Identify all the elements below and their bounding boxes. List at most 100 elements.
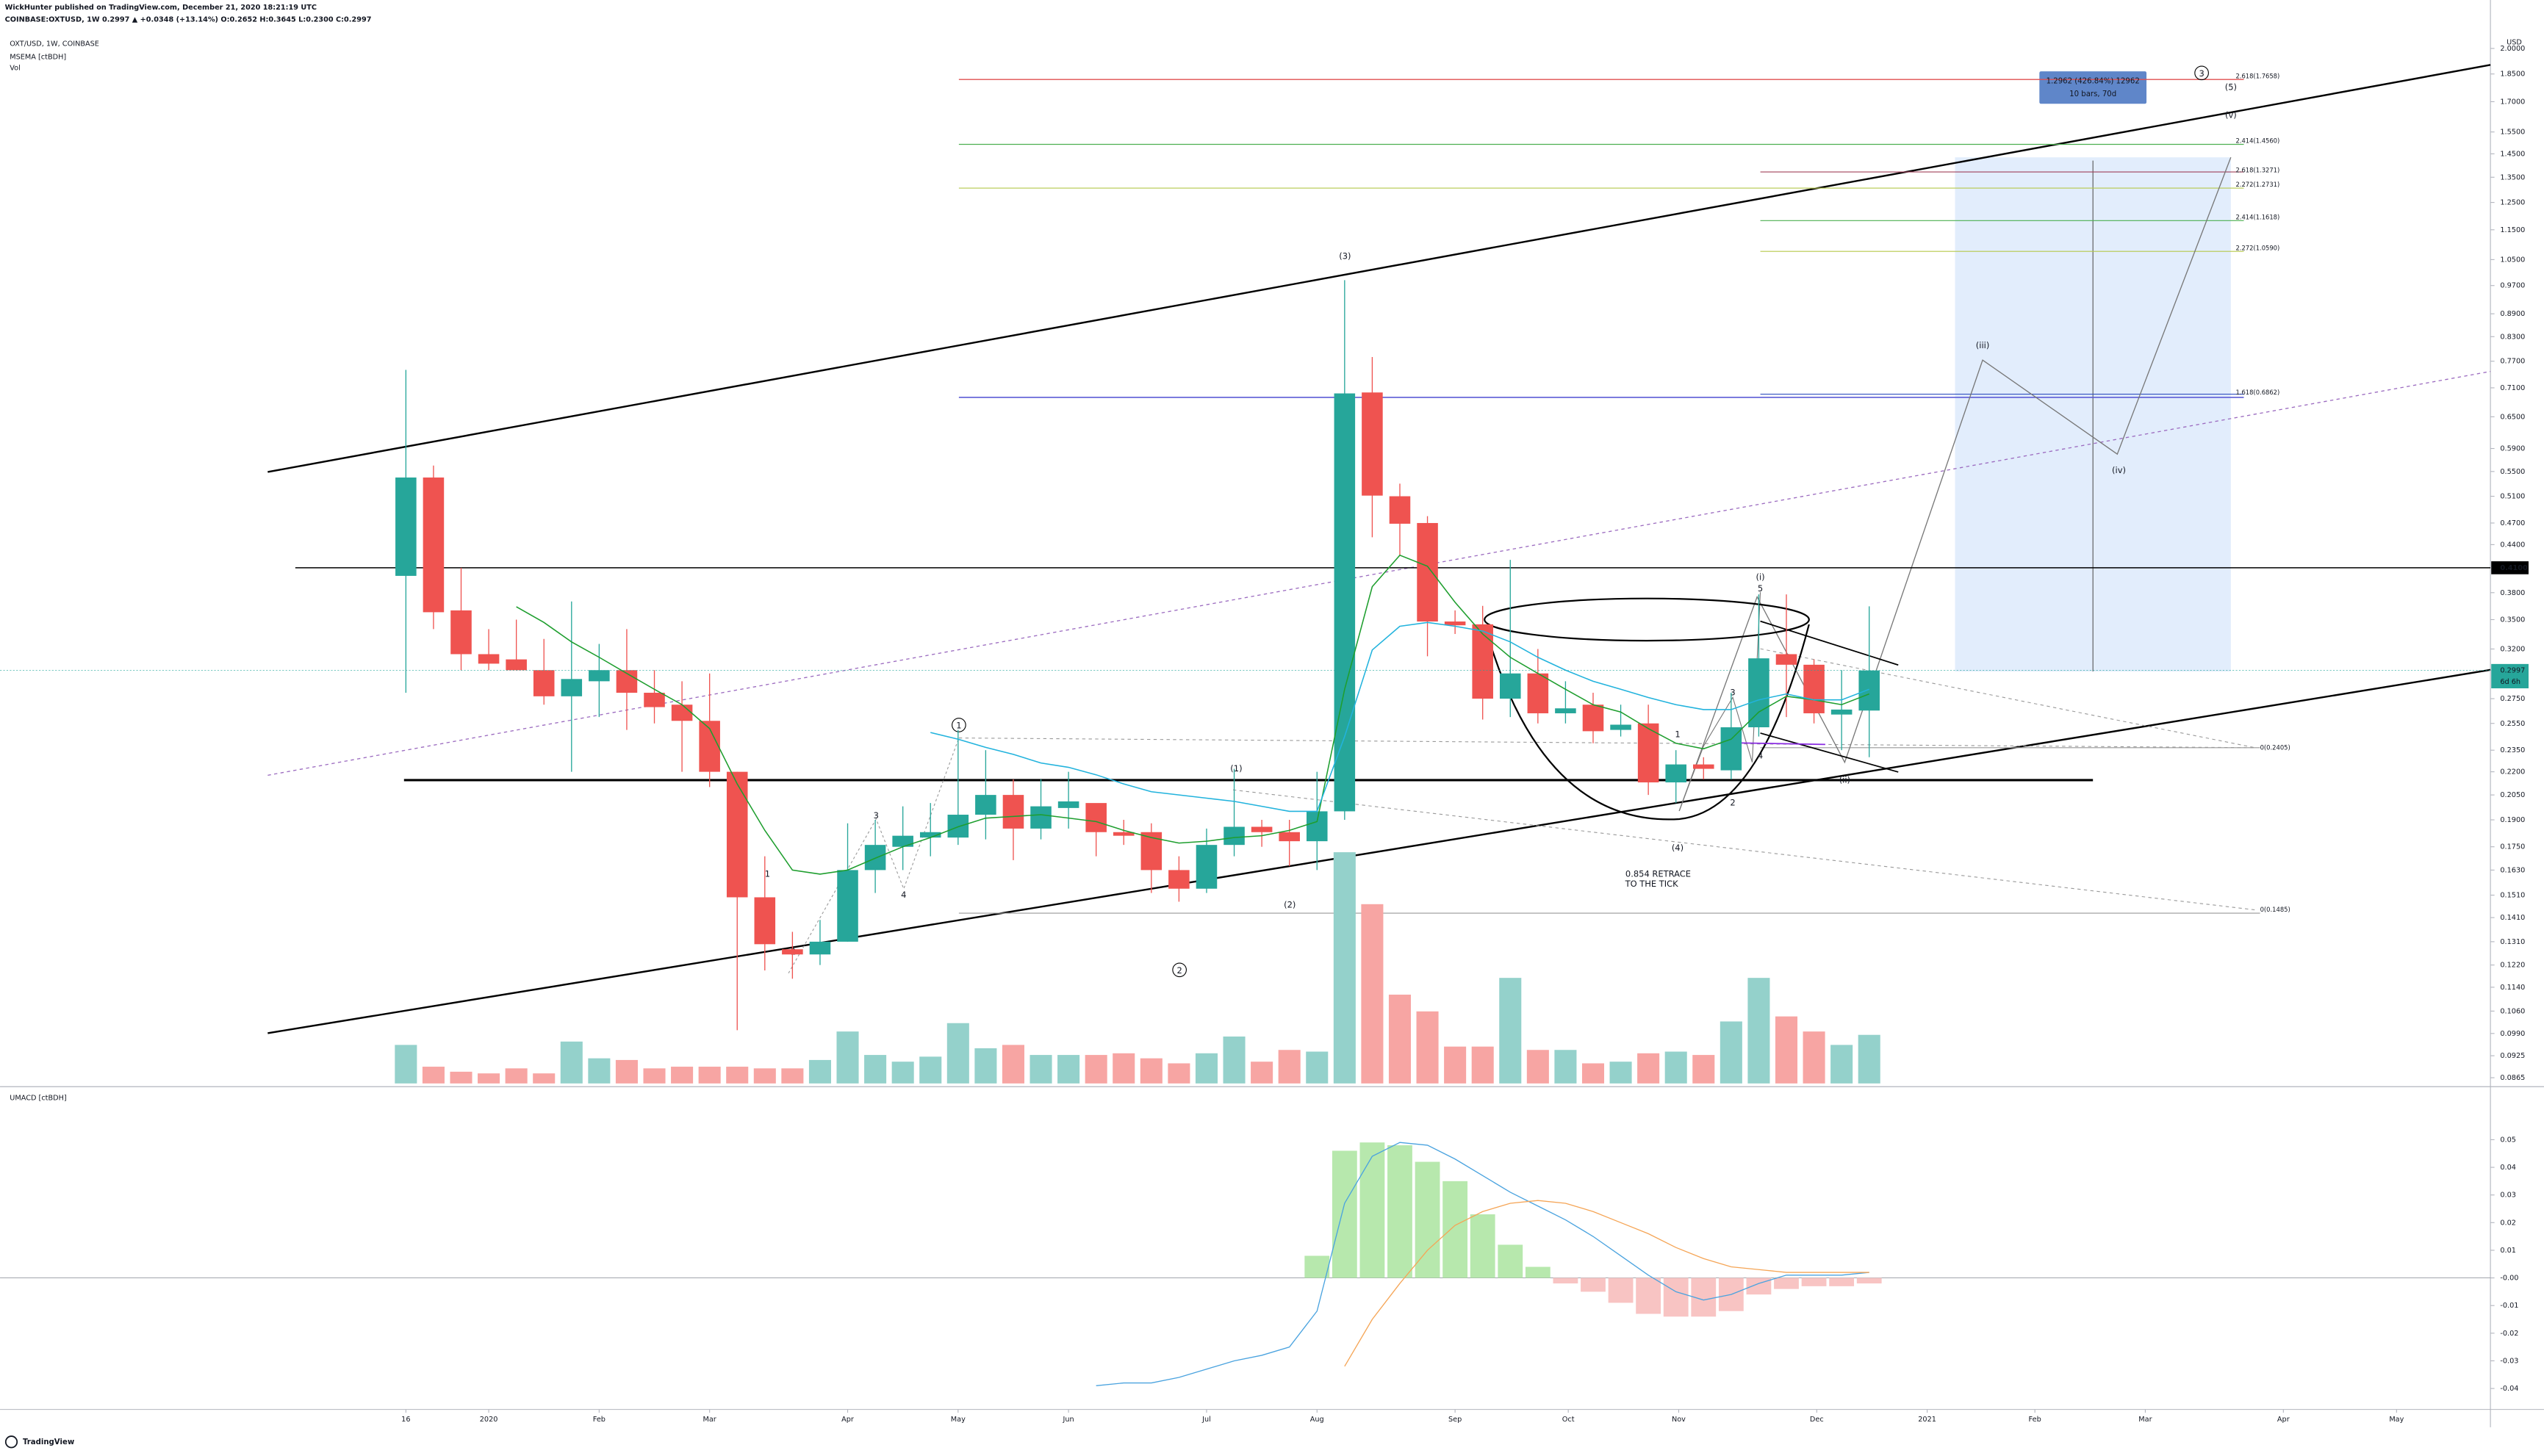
y-tick-label: 0.7100 (2500, 384, 2525, 392)
volume-bar (1140, 1058, 1163, 1084)
y-tick-label: -0.00 (2500, 1275, 2518, 1283)
y-tick-label: 0.01 (2500, 1247, 2516, 1255)
candle-body (1444, 621, 1466, 626)
candle-body (1030, 806, 1052, 829)
legend-item: OXT/USD, 1W, COINBASE (10, 40, 99, 48)
y-tick-label: 0.3500 (2500, 616, 2525, 624)
candle-body (1637, 723, 1659, 783)
candle-body (450, 610, 472, 655)
volume-bar (1361, 904, 1384, 1084)
volume-bar (1499, 978, 1522, 1084)
volume-bar (588, 1058, 611, 1084)
y-tick-label: 0.9700 (2500, 282, 2525, 290)
measure-label-box (2039, 71, 2147, 104)
fib-label: 2.414(1.1618) (2235, 213, 2279, 220)
wave-label: (5) (2225, 82, 2237, 93)
candle-body (395, 477, 417, 576)
volume-bar (1581, 1063, 1605, 1084)
volume-bar (1223, 1036, 1246, 1084)
annotations: (3) (1) (2) (4) (5) (i) (ii) (iii) (iv) … (765, 68, 2290, 976)
ema-line (516, 554, 1869, 875)
candle-body (1803, 664, 1825, 713)
wedge-line (1736, 742, 1825, 746)
volume-bar (533, 1073, 556, 1084)
y-tick-label: 0.2050 (2500, 791, 2525, 799)
note: TO THE TICK (1625, 879, 1679, 889)
x-tick-label: 2021 (1918, 1416, 1936, 1424)
x-tick-label: Mar (2138, 1416, 2152, 1424)
macd-histogram-bar (1442, 1181, 1468, 1278)
watermark: TradingView (23, 1438, 75, 1446)
volume-bar (395, 1045, 417, 1084)
x-tick-label: May (951, 1416, 966, 1424)
y-tick-label: 0.3800 (2500, 589, 2525, 597)
volume-bar (808, 1059, 831, 1084)
x-tick-label: Sep (1448, 1416, 1462, 1424)
fib-label: 2.414(1.4560) (2235, 137, 2279, 145)
volume-bar (1085, 1055, 1107, 1084)
y-tick-label: 1.2500 (2500, 199, 2525, 207)
macd-histogram-bar (1470, 1214, 1495, 1278)
y-tick-label: 0.1060 (2500, 1007, 2525, 1015)
candle-body (837, 870, 858, 942)
volume-bar (1637, 1053, 1660, 1084)
legend-item: Vol (10, 65, 21, 73)
fib-label: 2.272(1.2731) (2235, 181, 2279, 188)
y-tick-label: -0.04 (2500, 1385, 2518, 1393)
wave-label: (4) (1672, 843, 1684, 853)
y-tick-label: 0.04 (2500, 1164, 2516, 1172)
volume-bar (1195, 1053, 1218, 1084)
macd-histogram-bar (1829, 1277, 1855, 1286)
drawings (267, 64, 2491, 1034)
candle-body (809, 941, 831, 955)
candle-body (533, 670, 555, 696)
volume-bar (671, 1067, 694, 1084)
macd-histogram-bar (1415, 1161, 1440, 1278)
wedge-line (1760, 732, 1899, 773)
candle-body (1858, 670, 1880, 711)
sub-wave-label: 4 (901, 890, 906, 900)
channel-mid (267, 370, 2491, 776)
y-tick-label: 0.1630 (2500, 866, 2525, 874)
macd-histogram-bar (1663, 1277, 1689, 1317)
sub-wave-label: 2 (1730, 797, 1735, 807)
fib-label: 0(0.2405) (2260, 743, 2290, 751)
candle-body (1057, 801, 1079, 808)
macd-histogram-bar (1498, 1244, 1523, 1278)
macd-histogram-bar (1332, 1150, 1357, 1278)
wave-path (788, 738, 960, 973)
channel-upper (267, 64, 2491, 473)
y-tick-label: 0.3200 (2500, 645, 2525, 653)
x-tick-label: Aug (1310, 1416, 1324, 1424)
volume-bar (1526, 1050, 1549, 1084)
y-tick-label: 0.1900 (2500, 816, 2525, 824)
candle-body (754, 897, 776, 945)
candle-body (423, 477, 445, 613)
pane-title: UMACD [ctBDH] (10, 1095, 66, 1103)
volume-bar (1306, 1051, 1329, 1084)
candle-body (1499, 673, 1521, 699)
macd-histogram-bar (1525, 1266, 1551, 1278)
candle-body (782, 949, 803, 955)
volume-bar (450, 1071, 472, 1084)
y-tick-label: 0.05 (2500, 1136, 2516, 1144)
volume-bar (974, 1048, 997, 1084)
y-tick-label: 0.4400 (2500, 541, 2525, 549)
volume-bar (478, 1073, 500, 1084)
macd-histogram-bar (1801, 1277, 1827, 1286)
y-tick-label: 0.1410 (2500, 914, 2525, 922)
volume-bar (1388, 994, 1412, 1084)
y-tick-label: 1.4500 (2500, 150, 2525, 158)
volume-bar (781, 1068, 804, 1084)
y-tick-label: 0.1750 (2500, 843, 2525, 851)
volume-bar (1692, 1055, 1715, 1084)
author-line: WickHunter published on TradingView.com,… (5, 4, 317, 12)
x-tick-label: 16 (401, 1416, 410, 1424)
candle-body (1720, 727, 1742, 771)
fib-label: 2.618(1.3271) (2235, 166, 2279, 173)
wave-circle (952, 718, 966, 732)
wave-label: 1 (956, 721, 961, 731)
y-tick-label: 1.3500 (2500, 173, 2525, 181)
y-tick-label: -0.02 (2500, 1330, 2518, 1338)
volume-bar (1113, 1053, 1135, 1084)
